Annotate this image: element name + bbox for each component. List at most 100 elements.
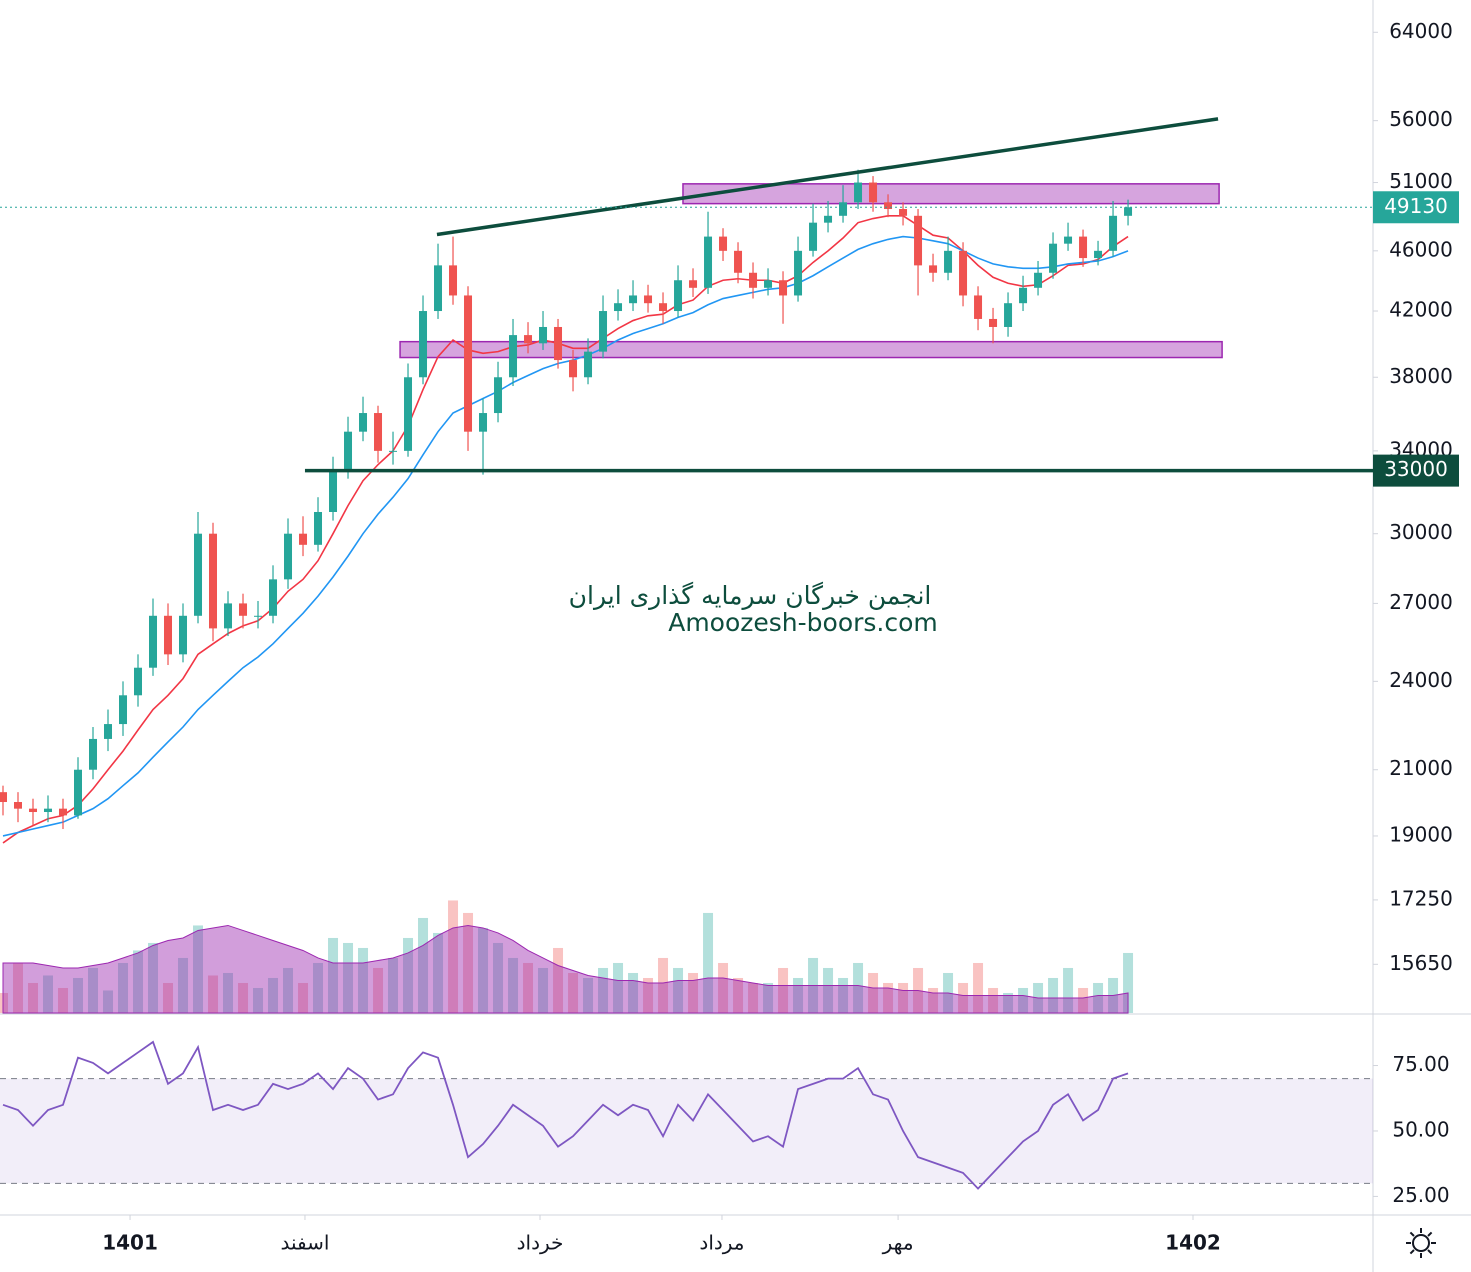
candle-body <box>674 280 683 312</box>
candle-body <box>899 209 908 216</box>
volume-bar <box>403 937 414 1013</box>
volume-bar <box>853 962 864 1013</box>
volume-bar <box>253 987 264 1013</box>
volume-bar <box>613 962 624 1013</box>
last-price-box <box>1373 191 1459 224</box>
candle-body <box>989 318 998 327</box>
candle-body <box>869 182 878 203</box>
candle-body <box>434 265 443 312</box>
y-tick-label: 46000 <box>1389 237 1453 261</box>
volume-bar <box>358 947 369 1013</box>
volume-bar <box>523 962 534 1013</box>
volume-bar <box>493 942 504 1013</box>
volume-bar <box>973 962 984 1013</box>
candle-body <box>344 431 353 471</box>
candle-body <box>584 351 593 378</box>
candle-body <box>104 724 113 739</box>
candle-body <box>1004 303 1013 327</box>
candle-body <box>1019 287 1028 304</box>
candle-body <box>224 603 233 629</box>
candle-body <box>839 202 848 216</box>
volume-bar <box>643 977 654 1013</box>
last-price-label: 49130 <box>1384 194 1448 218</box>
candle-body <box>374 413 383 451</box>
candle-body <box>959 250 968 296</box>
volume-bar <box>268 977 279 1013</box>
candle-body <box>944 250 953 273</box>
volume-bar <box>568 972 579 1013</box>
volume-bar <box>673 967 684 1013</box>
volume-bar <box>1063 967 1074 1013</box>
rsi-tick-label: 50.00 <box>1392 1117 1449 1141</box>
volume-bar <box>28 982 39 1013</box>
candle-body <box>329 470 338 512</box>
level-label-box <box>1373 454 1459 487</box>
candle-body <box>14 802 23 809</box>
candle-body <box>854 182 863 203</box>
moving-average <box>2 235 1129 837</box>
y-tick-label: 64000 <box>1389 19 1453 43</box>
candle-body <box>209 533 218 629</box>
volume-bar <box>58 987 69 1013</box>
volume-bar <box>748 982 759 1013</box>
volume-bar <box>928 987 939 1013</box>
volume-bar <box>1048 977 1059 1013</box>
x-tick-label: 1402 <box>1165 1231 1221 1255</box>
candle-body <box>914 215 923 266</box>
candle-body <box>719 236 728 251</box>
volume-bar <box>718 962 729 1013</box>
y-tick-label: 17250 <box>1389 886 1453 910</box>
zone <box>399 340 1223 359</box>
settings-icon[interactable] <box>1406 1228 1436 1258</box>
volume-bar <box>883 982 894 1013</box>
candle-body <box>1109 215 1118 251</box>
y-tick-label: 51000 <box>1389 169 1453 193</box>
volume-bar <box>418 917 429 1013</box>
volume-bar <box>223 972 234 1013</box>
volume-bar <box>538 967 549 1013</box>
volume-bar <box>193 925 204 1013</box>
y-tick-label: 56000 <box>1389 107 1453 131</box>
y-tick-label: 19000 <box>1389 822 1453 846</box>
candle-body <box>1034 272 1043 288</box>
volume-bar <box>478 927 489 1013</box>
candle-body <box>449 265 458 296</box>
volume-bar <box>823 967 834 1013</box>
volume-bar <box>163 982 174 1013</box>
x-tick-label: 1401 <box>102 1231 158 1255</box>
candle-body <box>239 603 248 616</box>
candle-body <box>1094 250 1103 259</box>
candle-body <box>704 236 713 288</box>
volume-bar <box>298 982 309 1013</box>
volume-bar <box>388 957 399 1013</box>
level-label: 33000 <box>1384 457 1448 481</box>
volume-bar <box>148 942 159 1013</box>
candle-body <box>479 413 488 432</box>
candle-body <box>1049 243 1058 273</box>
volume-bar <box>328 937 339 1013</box>
candle-body <box>194 533 203 616</box>
rsi-tick-label: 75.00 <box>1392 1052 1449 1076</box>
candle-body <box>299 533 308 545</box>
candle-body <box>29 808 38 813</box>
volume-bar <box>88 967 99 1013</box>
volume-bar <box>313 962 324 1013</box>
candle-body <box>89 738 98 770</box>
candle-body <box>539 326 548 344</box>
volume-bar <box>133 950 144 1013</box>
moving-average <box>2 215 1129 844</box>
candle-body <box>269 579 278 616</box>
volume-bar <box>778 967 789 1013</box>
candle-body <box>284 533 293 580</box>
rsi-tick-label: 25.00 <box>1392 1183 1449 1207</box>
volume-bar <box>463 912 474 1013</box>
volume-bar <box>343 942 354 1013</box>
candle-body <box>179 615 188 655</box>
volume-bar <box>898 982 909 1013</box>
volume-bar <box>208 975 219 1013</box>
watermark: Amoozesh-boors.com <box>668 608 938 637</box>
volume-bar <box>553 947 564 1013</box>
candle-body <box>59 808 68 816</box>
candle-body <box>134 667 143 696</box>
